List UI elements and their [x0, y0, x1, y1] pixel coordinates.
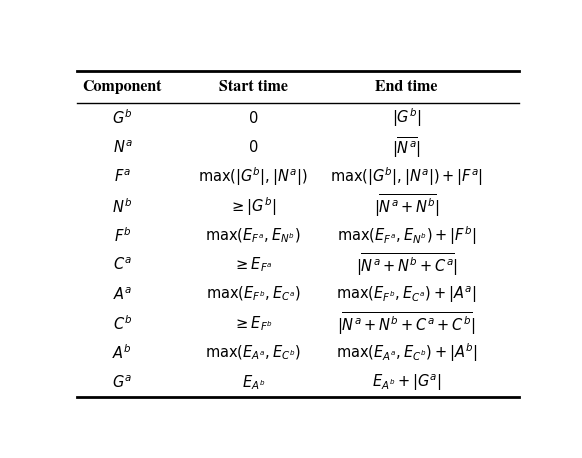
- Text: $\mathrm{max}(|G^b|, |N^a|)$: $\mathrm{max}(|G^b|, |N^a|)$: [198, 165, 308, 188]
- Text: $N^b$: $N^b$: [112, 197, 133, 216]
- Text: $|\overline{N^a + N^b + C^a + C^b}|$: $|\overline{N^a + N^b + C^a + C^b}|$: [338, 311, 475, 337]
- Text: Component: Component: [83, 80, 162, 94]
- Text: $E_{A^b} + |G^a|$: $E_{A^b} + |G^a|$: [372, 372, 441, 393]
- Text: $A^b$: $A^b$: [112, 344, 132, 362]
- Text: $0$: $0$: [248, 140, 258, 155]
- Text: $N^a$: $N^a$: [112, 139, 132, 156]
- Text: $|\overline{N^a}|$: $|\overline{N^a}|$: [392, 136, 421, 159]
- Text: $A^a$: $A^a$: [112, 286, 132, 303]
- Text: $\mathrm{max}(|G^b|, |N^a|) + |F^a|$: $\mathrm{max}(|G^b|, |N^a|) + |F^a|$: [330, 165, 483, 188]
- Text: $\mathrm{max}(E_{F^b}, E_{C^a})$: $\mathrm{max}(E_{F^b}, E_{C^a})$: [205, 285, 301, 304]
- Text: $|G^b|$: $|G^b|$: [392, 107, 421, 130]
- Text: $\geq E_{F^a}$: $\geq E_{F^a}$: [233, 256, 273, 274]
- Text: $F^b$: $F^b$: [113, 226, 131, 245]
- Text: $C^b$: $C^b$: [113, 314, 132, 333]
- Text: $\mathrm{max}(E_{F^a}, E_{N^b}) + |F^b|$: $\mathrm{max}(E_{F^a}, E_{N^b}) + |F^b|$: [337, 224, 476, 247]
- Text: $\mathrm{max}(E_{F^a}, E_{N^b})$: $\mathrm{max}(E_{F^a}, E_{N^b})$: [205, 226, 301, 245]
- Text: $\mathrm{max}(E_{F^b}, E_{C^a}) + |A^a|$: $\mathrm{max}(E_{F^b}, E_{C^a}) + |A^a|$: [336, 284, 477, 305]
- Text: $G^a$: $G^a$: [112, 374, 133, 391]
- Text: Start time: Start time: [219, 80, 288, 94]
- Text: $|\overline{N^a + N^b + C^a}|$: $|\overline{N^a + N^b + C^a}|$: [356, 252, 457, 278]
- Text: $\mathrm{max}(E_{A^a}, E_{C^b}) + |A^b|$: $\mathrm{max}(E_{A^a}, E_{C^b}) + |A^b|$: [336, 342, 477, 365]
- Text: $G^b$: $G^b$: [112, 109, 133, 127]
- Text: $\mathrm{max}(E_{A^a}, E_{C^b})$: $\mathrm{max}(E_{A^a}, E_{C^b})$: [205, 344, 301, 362]
- Text: $F^a$: $F^a$: [113, 169, 131, 185]
- Text: $|\overline{N^a + N^b}|$: $|\overline{N^a + N^b}|$: [374, 193, 439, 219]
- Text: $0$: $0$: [248, 110, 258, 126]
- Text: $\geq |G^b|$: $\geq |G^b|$: [229, 195, 277, 218]
- Text: $C^a$: $C^a$: [113, 256, 132, 273]
- Text: $E_{A^b}$: $E_{A^b}$: [242, 373, 265, 392]
- Text: End time: End time: [375, 80, 438, 94]
- Text: $\geq E_{F^b}$: $\geq E_{F^b}$: [233, 314, 273, 333]
